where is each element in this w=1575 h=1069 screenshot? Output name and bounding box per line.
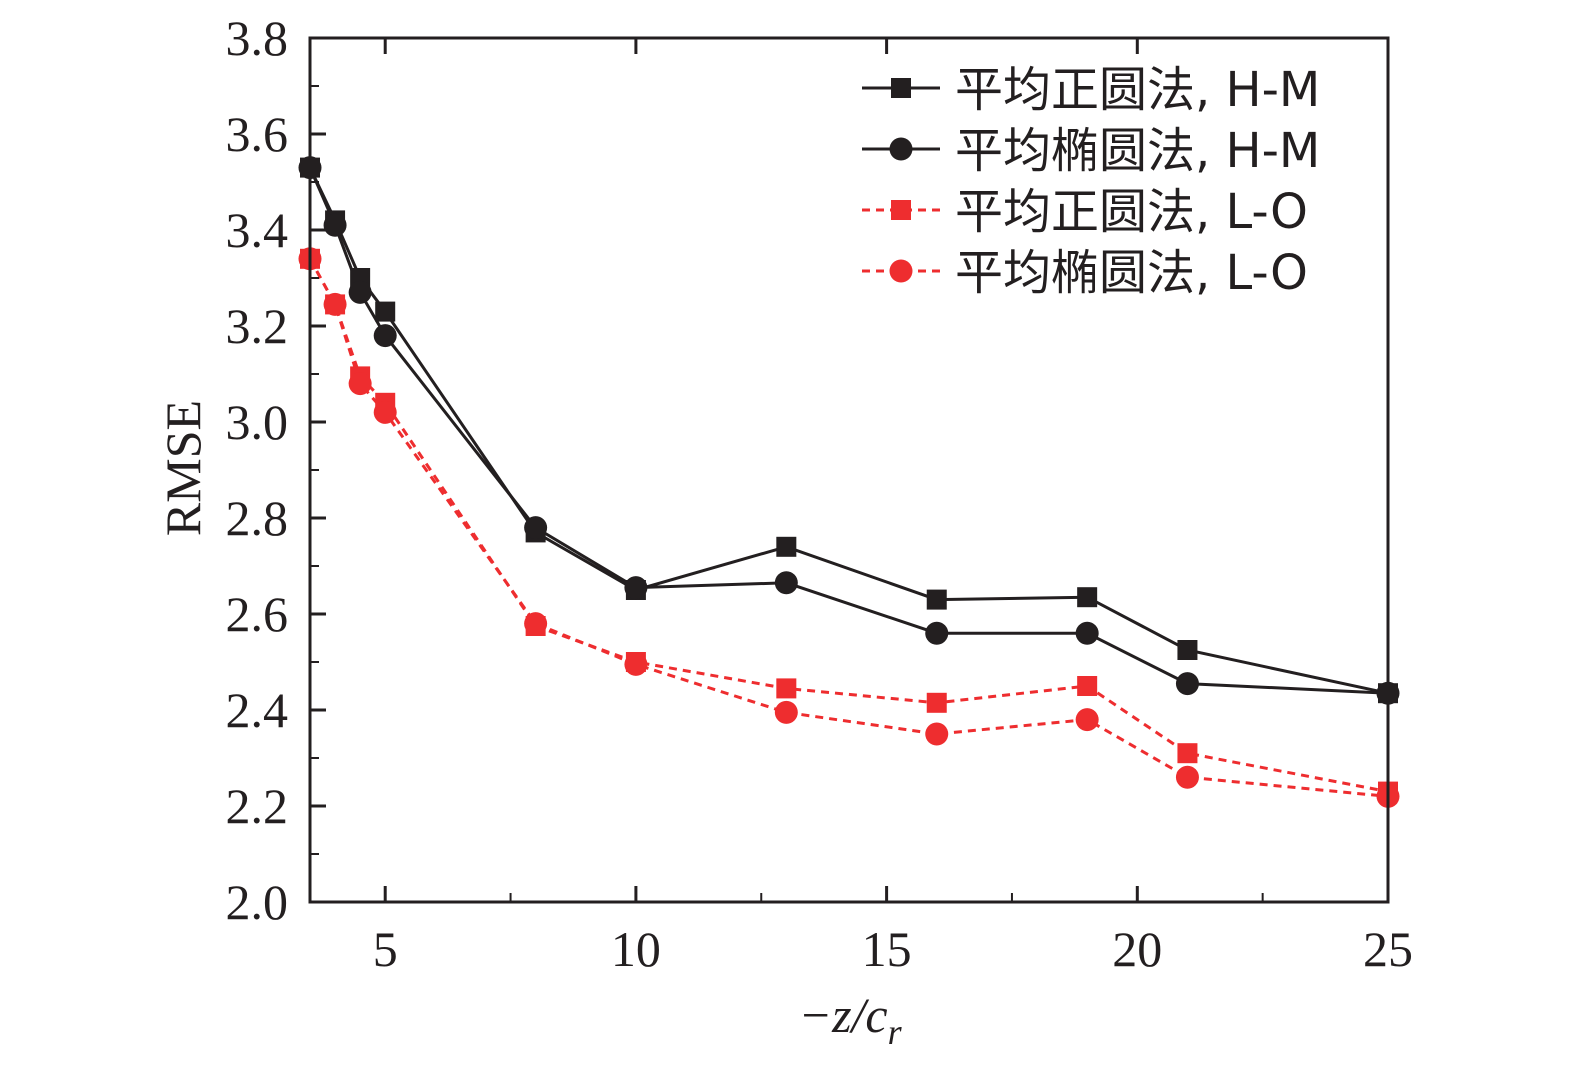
data-point-series-4 (1075, 708, 1099, 732)
data-point-series-4 (373, 400, 397, 424)
data-point-series-1 (375, 301, 396, 322)
y-tick-label: 3.4 (226, 202, 289, 258)
legend-item-3: 平均正圆法, L-O (862, 184, 1308, 240)
legend-swatch-marker (891, 200, 911, 220)
data-point-series-2 (624, 576, 648, 600)
series-line-3 (308, 258, 1389, 794)
x-axis-label-subscript: r (888, 1012, 903, 1052)
x-axis-label-main: −z/c (798, 987, 887, 1043)
data-point-series-2 (1075, 621, 1099, 645)
data-point-series-3 (1077, 676, 1098, 696)
y-axis: 2.0 2.2 2.4 2.6 2.8 3.0 3.2 3.4 3.6 3.8 (226, 10, 326, 930)
legend-swatch-marker (891, 78, 911, 98)
data-point-series-4 (348, 372, 372, 396)
series-line-4 (308, 258, 1389, 798)
data-point-series-2 (323, 213, 347, 237)
x-axis-label: −z/cr (798, 987, 902, 1052)
x-tick-label: 25 (1363, 921, 1413, 977)
data-point-series-2 (1175, 672, 1199, 696)
y-tick-label: 3.0 (226, 394, 289, 450)
y-tick-label: 2.2 (226, 778, 289, 834)
y-tick-label: 2.8 (226, 490, 289, 546)
data-point-series-1 (776, 536, 797, 557)
x-tick-label: 15 (862, 921, 912, 977)
x-tick-label: 10 (611, 921, 661, 977)
legend-label: 平均正圆法, L-O (955, 184, 1308, 240)
data-point-series-2 (774, 571, 798, 595)
legend-label: 平均椭圆法, H-M (955, 123, 1320, 179)
data-point-series-3 (776, 678, 797, 699)
data-point-series-2 (925, 621, 949, 645)
y-tick-label: 2.0 (226, 874, 289, 930)
data-point-series-4 (1175, 765, 1199, 789)
y-tick-label: 3.2 (226, 298, 289, 354)
data-point-series-2 (524, 516, 548, 540)
data-point-series-3 (1177, 743, 1198, 764)
legend-label: 平均椭圆法, L-O (955, 245, 1308, 301)
legend-item-1: 平均正圆法, H-M (862, 62, 1320, 118)
data-point-series-4 (323, 292, 347, 316)
x-tick-label: 5 (373, 921, 398, 977)
y-tick-label: 2.6 (226, 586, 289, 642)
data-point-series-4 (524, 612, 548, 636)
legend-item-2: 平均椭圆法, H-M (862, 123, 1320, 179)
legend-label: 平均正圆法, H-M (955, 62, 1320, 118)
data-point-series-3 (926, 692, 947, 713)
x-axis: 5 10 15 20 25 (373, 38, 1413, 977)
data-point-series-2 (373, 324, 397, 348)
data-point-series-4 (925, 722, 949, 746)
y-axis-label: RMSE (155, 400, 211, 536)
x-tick-label: 20 (1112, 921, 1162, 977)
data-point-series-4 (624, 652, 648, 676)
y-tick-label: 2.4 (226, 682, 289, 738)
y-tick-label: 3.8 (226, 10, 289, 66)
data-point-series-1 (926, 589, 947, 610)
legend-swatch-marker (889, 137, 913, 161)
legend-item-4: 平均椭圆法, L-O (862, 245, 1308, 301)
legend-swatch-marker (889, 259, 913, 283)
data-point-series-2 (348, 280, 372, 304)
data-point-series-1 (1177, 640, 1198, 660)
data-point-series-1 (1077, 587, 1098, 608)
y-tick-label: 3.6 (226, 106, 289, 162)
data-point-series-4 (774, 700, 798, 724)
